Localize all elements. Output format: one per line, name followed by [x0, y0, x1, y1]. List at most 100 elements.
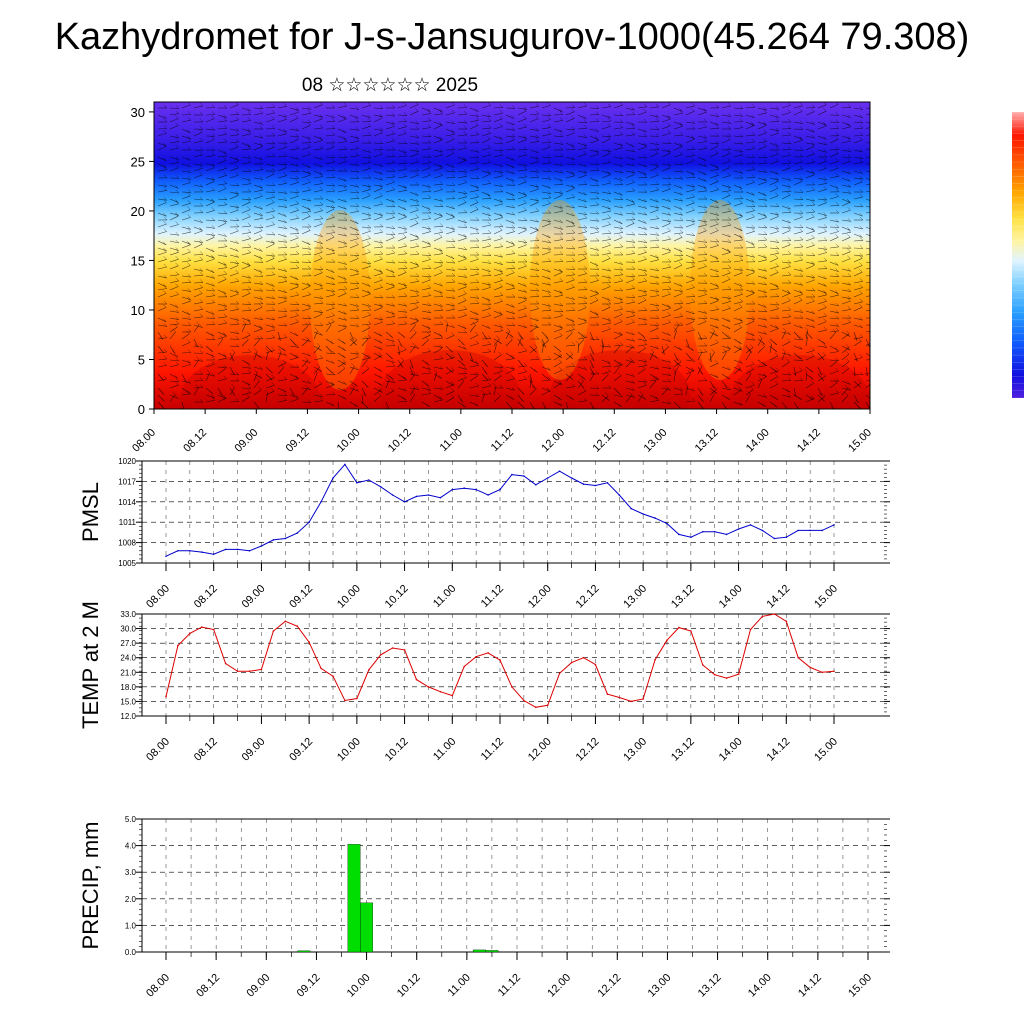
- wind-barb: [565, 132, 575, 137]
- wind-barb: [661, 288, 672, 291]
- wind-barb: [577, 253, 587, 256]
- wind-barb-tick: [823, 141, 827, 145]
- wind-barb-tick: [667, 311, 671, 316]
- wind-barb-tick: [247, 180, 252, 184]
- wind-barb-tick: [487, 260, 492, 264]
- wind-barb-tick: [775, 301, 780, 306]
- wind-barb: [709, 212, 719, 216]
- wind-barb-tick: [691, 174, 696, 178]
- wind-barb-tick: [619, 277, 623, 281]
- wind-barb-tick: [738, 345, 742, 349]
- wind-barb: [721, 247, 731, 253]
- wind-barb-tick: [871, 235, 874, 238]
- wind-barb-tick: [679, 191, 683, 196]
- wind-barb: [373, 331, 383, 337]
- wind-barb-tick: [846, 122, 851, 126]
- wind-barb: [745, 163, 756, 165]
- wind-barb-tick: [739, 188, 744, 193]
- wind-barb-tick: [751, 308, 756, 312]
- wind-barb: [805, 204, 815, 207]
- wind-barb: [529, 373, 533, 383]
- wind-barb-tick: [619, 287, 624, 292]
- wind-barb: [445, 217, 455, 221]
- wind-barb-tick: [355, 323, 360, 327]
- wind-barb: [433, 373, 442, 379]
- wind-barb: [301, 339, 309, 347]
- wind-barb: [373, 355, 382, 361]
- wind-barb-tick: [535, 244, 540, 249]
- wind-barb: [385, 316, 395, 319]
- wind-barb-tick: [775, 127, 779, 132]
- wind-barb-tick: [247, 279, 252, 283]
- wind-barb-tick: [403, 226, 407, 230]
- wind-barb-tick: [427, 124, 432, 128]
- wind-barb: [613, 308, 623, 312]
- wind-barb-tick: [355, 115, 359, 119]
- wind-barb-tick: [797, 355, 801, 360]
- wind-barb-tick: [558, 352, 562, 356]
- wind-barb: [289, 117, 299, 123]
- wind-barb: [397, 349, 407, 354]
- wind-barb-tick: [307, 135, 311, 140]
- wind-barb-tick: [617, 391, 621, 395]
- wind-barb: [793, 259, 803, 263]
- wind-barb: [577, 231, 587, 235]
- wind-barb: [481, 232, 492, 235]
- wind-barb: [613, 114, 624, 116]
- wind-barb: [565, 260, 576, 263]
- wind-barb: [853, 161, 863, 165]
- wind-barb: [829, 184, 839, 189]
- wind-barb: [601, 296, 611, 301]
- wind-barb: [289, 128, 299, 132]
- wind-barb-tick: [187, 273, 192, 278]
- wind-barb: [313, 357, 323, 361]
- wind-barb-tick: [499, 261, 503, 265]
- wind-barb-tick: [774, 184, 779, 189]
- wind-barb-tick: [499, 109, 503, 114]
- wind-barb-tick: [739, 213, 743, 217]
- wind-barb-tick: [307, 386, 311, 390]
- wind-barb-tick: [595, 321, 600, 326]
- wind-barb-tick: [703, 300, 708, 304]
- wind-barb-tick: [331, 114, 335, 119]
- wind-barb: [181, 177, 191, 180]
- wind-barb: [493, 310, 503, 315]
- wind-barb: [757, 233, 768, 235]
- wind-barb-tick: [439, 148, 443, 153]
- wind-barb: [505, 303, 515, 308]
- wind-barb: [541, 114, 552, 116]
- wind-barb-tick: [439, 248, 443, 252]
- wind-barb-tick: [715, 220, 719, 225]
- wind-barb-tick: [872, 106, 875, 109]
- wind-barb-tick: [355, 315, 360, 319]
- wind-barb-tick: [872, 161, 875, 164]
- wind-barb-tick: [823, 108, 827, 112]
- wind-barb-tick: [511, 250, 516, 254]
- wind-barb-tick: [667, 175, 672, 179]
- wind-barb: [841, 282, 851, 286]
- wind-barb: [397, 184, 407, 189]
- wind-barb-tick: [271, 316, 275, 321]
- wind-barb: [469, 352, 474, 362]
- wind-barb: [205, 258, 215, 263]
- wind-barb-tick: [810, 369, 814, 373]
- wind-barb: [289, 267, 299, 270]
- wind-barb-tick: [343, 115, 347, 120]
- wind-barb-tick: [211, 353, 215, 357]
- wind-barb: [649, 309, 660, 312]
- wind-barb-tick: [222, 219, 227, 224]
- wind-barb: [745, 231, 755, 235]
- wind-barb: [469, 258, 479, 263]
- wind-barb-tick: [403, 173, 407, 177]
- wind-barb: [589, 299, 599, 305]
- wind-barb: [745, 191, 755, 196]
- wind-barb: [481, 120, 491, 123]
- wind-barb: [673, 226, 683, 229]
- wind-barb-tick: [715, 242, 719, 246]
- wind-barb-tick: [343, 381, 347, 385]
- wind-barb-tick: [160, 391, 165, 395]
- wind-barb-tick: [163, 199, 167, 203]
- wind-barb: [229, 247, 239, 252]
- wind-barb-tick: [163, 323, 168, 327]
- wind-barb-tick: [583, 279, 588, 283]
